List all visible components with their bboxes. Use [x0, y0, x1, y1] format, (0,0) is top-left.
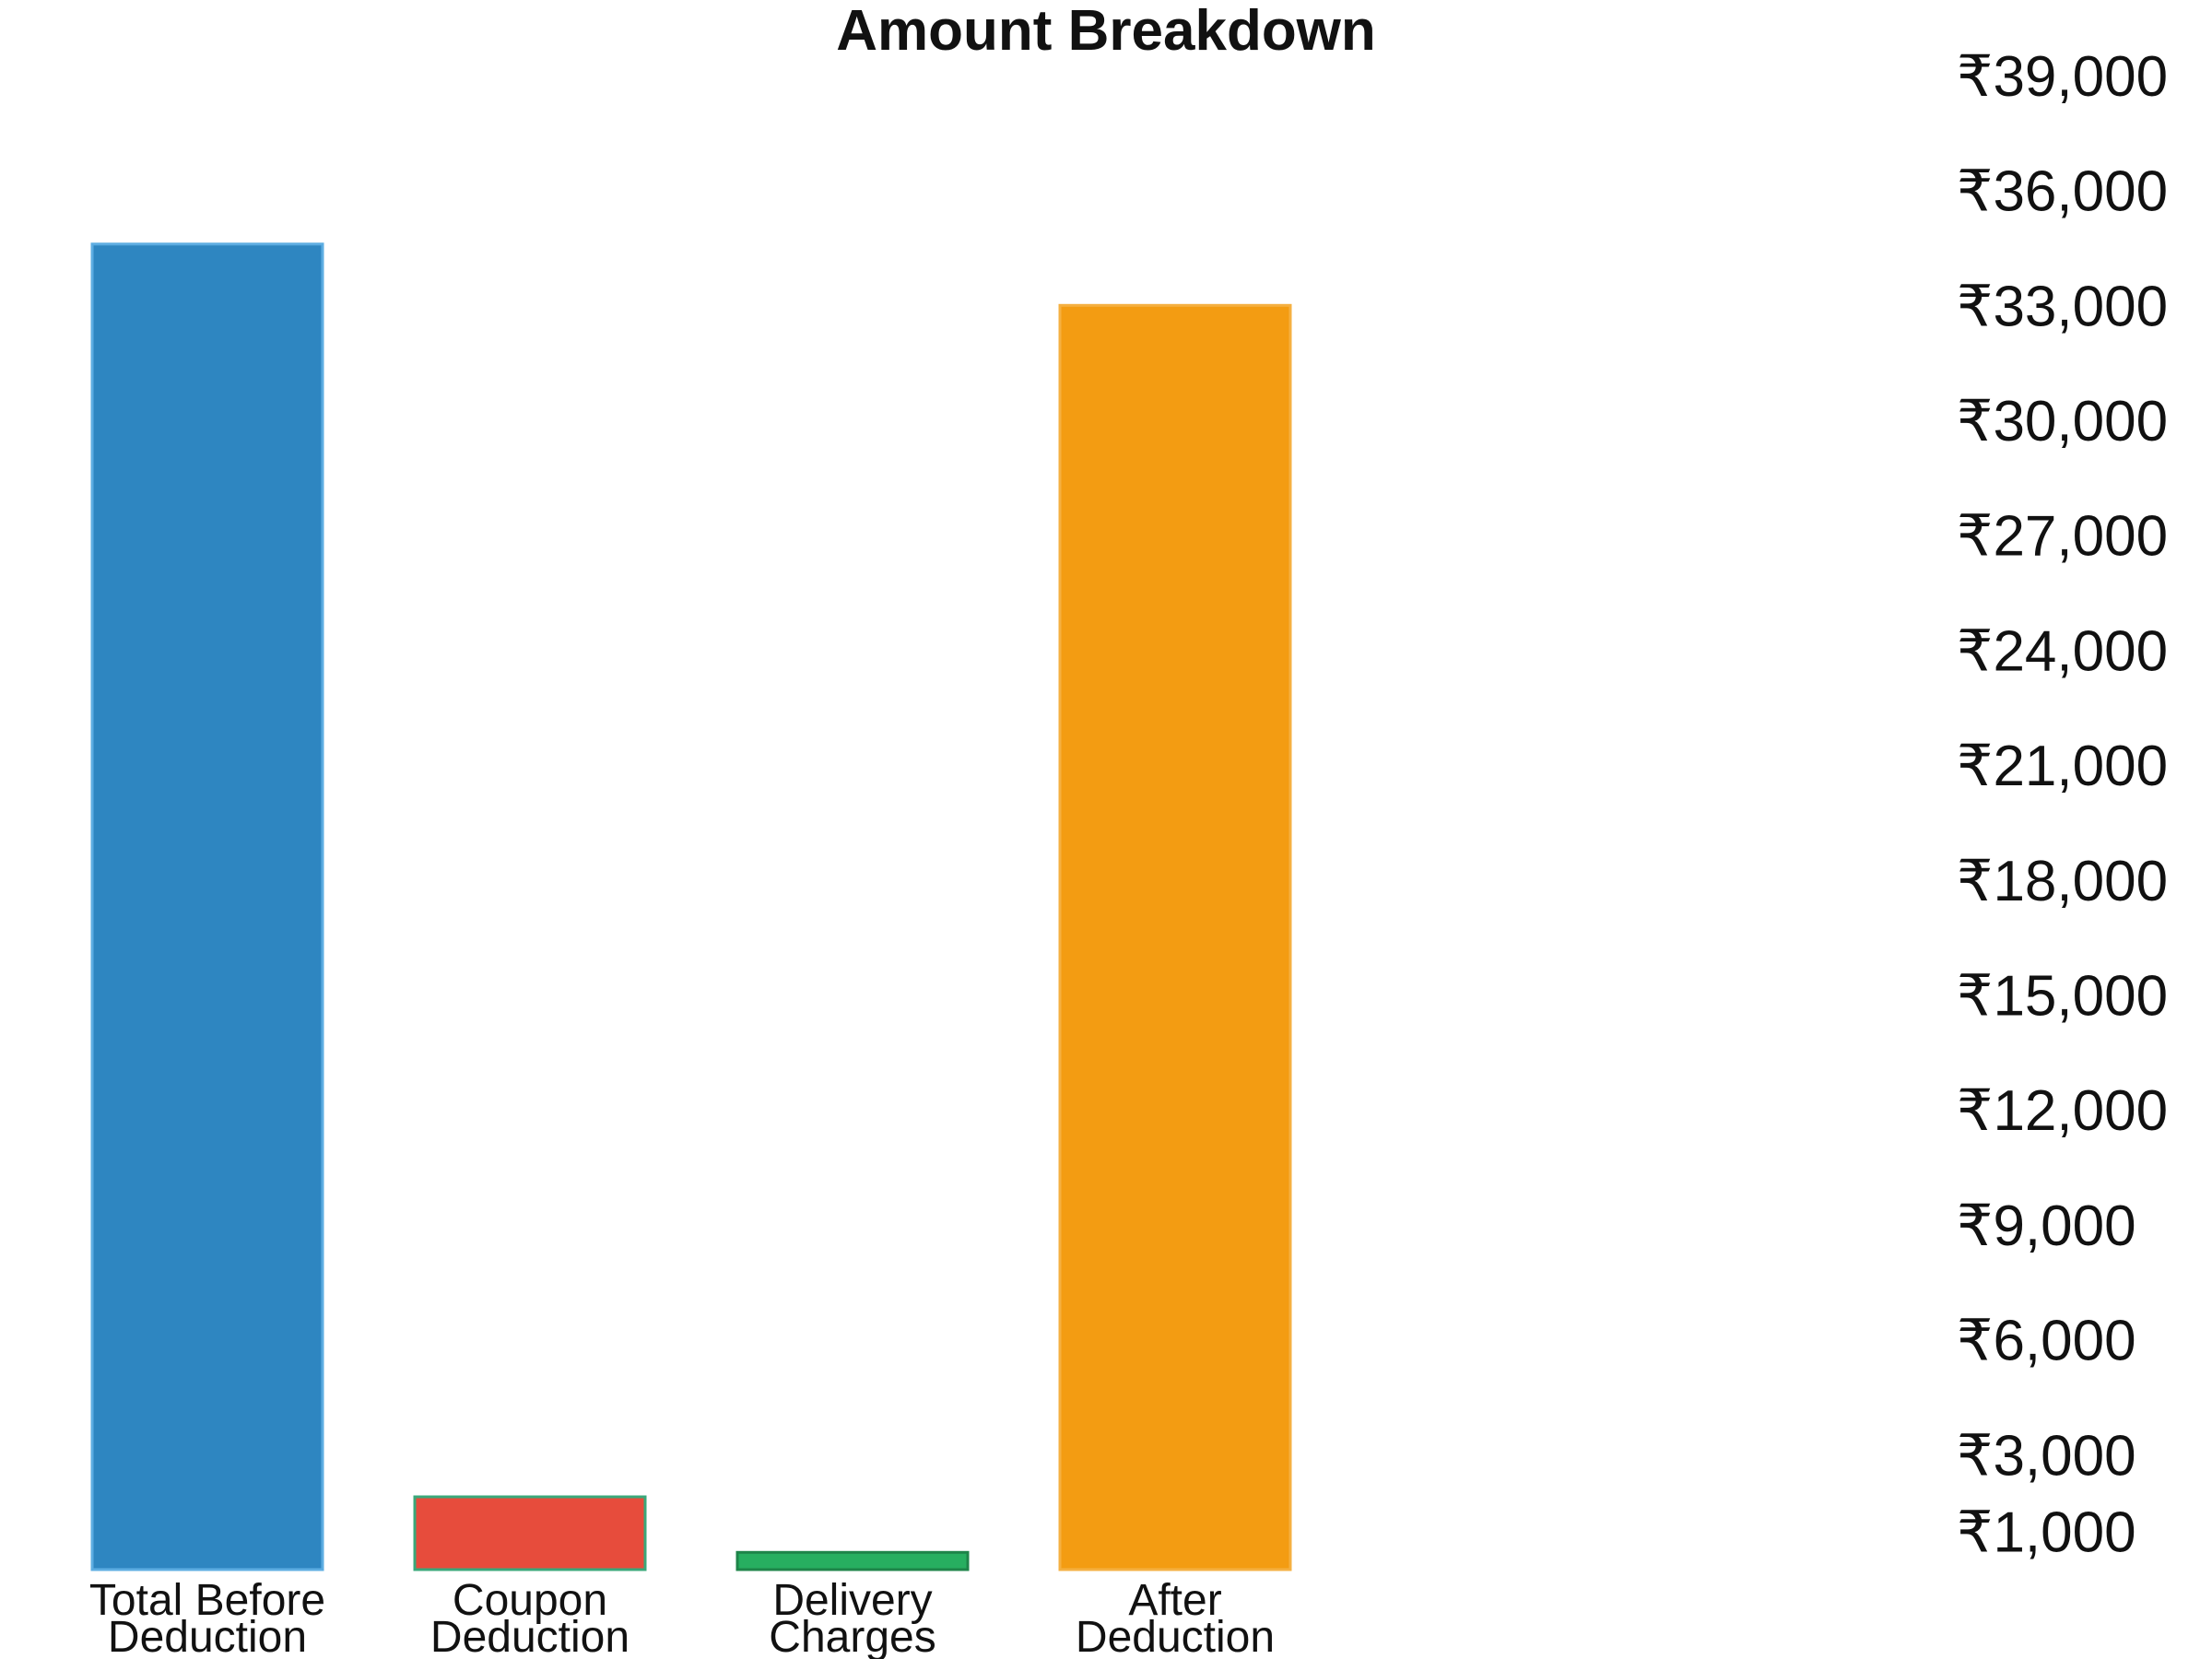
y-tick-label: ₹6,000 [1957, 1310, 2136, 1373]
y-tick-label: ₹24,000 [1957, 619, 2168, 683]
y-tick-label: ₹39,000 [1957, 45, 2168, 109]
bar-after-deduction [1058, 303, 1292, 1571]
y-axis-ticks: ₹1,000 ₹3,000 ₹6,000 ₹9,000 ₹12,000 ₹15,000 ₹1… [1957, 45, 2168, 1565]
bar-total-before-deduction [90, 242, 324, 1571]
y-tick-label: ₹21,000 [1957, 735, 2168, 798]
chart-title: Amount Breakdown [836, 0, 1376, 63]
y-tick-label: ₹9,000 [1957, 1194, 2136, 1258]
y-tick-label: ₹1,000 [1957, 1500, 2136, 1564]
y-tick-label: ₹12,000 [1957, 1079, 2168, 1143]
y-tick-label: ₹36,000 [1957, 160, 2168, 224]
y-tick-label: ₹27,000 [1957, 505, 2168, 569]
bars-group [90, 242, 1292, 1571]
category-label-after-deduction: After Deduction [1076, 1576, 1275, 1659]
category-labels: Total Before Deduction Coupon Deduction Deli… [89, 1576, 1275, 1659]
y-tick-label: ₹30,000 [1957, 390, 2168, 453]
category-label-total-before-deduction: Total Before Deduction [89, 1576, 325, 1659]
bar-delivery-charges [735, 1550, 970, 1571]
y-tick-label: ₹18,000 [1957, 850, 2168, 913]
bar-coupon-deduction [413, 1495, 647, 1571]
category-label-coupon-deduction: Coupon Deduction [430, 1576, 629, 1659]
y-tick-label: ₹3,000 [1957, 1424, 2136, 1488]
y-tick-label: ₹33,000 [1957, 275, 2168, 338]
category-label-delivery-charges: Delivery Charges [769, 1576, 935, 1659]
y-tick-label: ₹15,000 [1957, 965, 2168, 1029]
